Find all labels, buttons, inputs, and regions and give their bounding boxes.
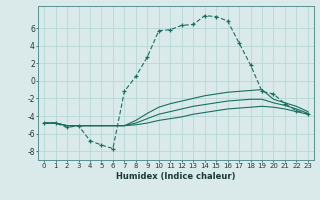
X-axis label: Humidex (Indice chaleur): Humidex (Indice chaleur): [116, 172, 236, 181]
